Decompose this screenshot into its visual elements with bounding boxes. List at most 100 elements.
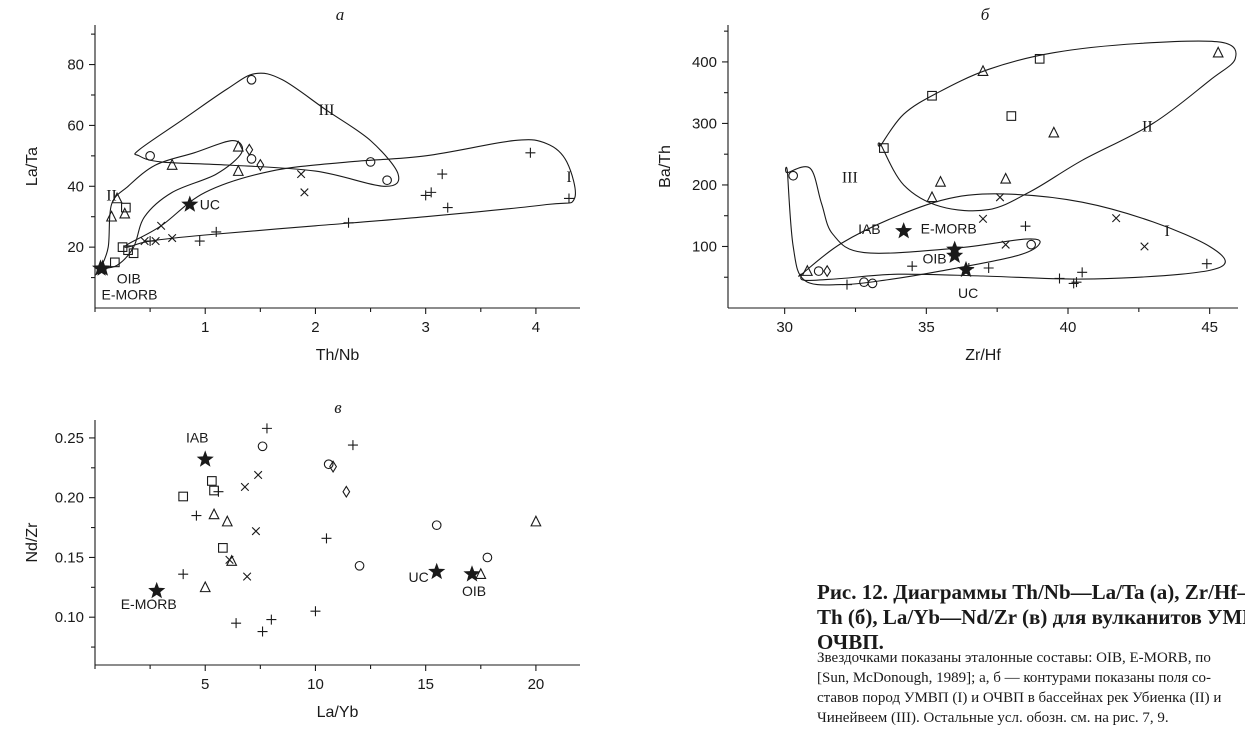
- data-point-cross: [296, 169, 306, 179]
- data-point-cross: [300, 188, 309, 197]
- field-label: II: [1142, 119, 1153, 136]
- figure-caption-title: Рис. 12. Диаграммы Th/Nb—La/Ta (а), Zr/H…: [817, 580, 1245, 655]
- data-point-plus: [1077, 267, 1088, 278]
- data-point-plus: [437, 169, 448, 180]
- panel-letter: в: [334, 398, 342, 417]
- panel-letter: б: [981, 5, 990, 24]
- data-point-plus: [191, 510, 202, 521]
- data-point-square: [123, 245, 133, 256]
- field-contour-III: [134, 72, 400, 187]
- data-point-circle: [1026, 239, 1037, 250]
- y-tick-label: 60: [67, 117, 84, 134]
- reference-star: [463, 565, 481, 582]
- x-tick-label: 20: [528, 676, 545, 693]
- data-point-square: [109, 257, 120, 268]
- y-axis-label: La/Ta: [24, 147, 41, 186]
- data-point-plus: [257, 626, 268, 637]
- reference-label: OIB: [462, 583, 486, 599]
- data-point-triangle: [105, 210, 118, 222]
- data-point-triangle: [166, 158, 178, 170]
- data-point-cross: [978, 214, 988, 223]
- data-point-square: [927, 90, 937, 101]
- x-axis-label: Th/Nb: [316, 347, 360, 364]
- data-point-plus: [213, 486, 224, 497]
- caption-text-line: Чинейвеем (III). Остальные усл. обозн. с…: [817, 710, 1169, 726]
- reference-label: OIB: [117, 270, 141, 286]
- data-point-circle: [365, 157, 376, 167]
- data-point-plus: [1201, 258, 1212, 269]
- reference-label: UC: [958, 285, 978, 301]
- data-point-plus: [983, 263, 994, 274]
- x-tick-label: 3: [422, 319, 430, 336]
- data-point-plus: [343, 217, 354, 228]
- data-point-triangle: [934, 175, 947, 187]
- caption-title-line: ОЧВП.: [817, 630, 884, 654]
- data-point-plus: [194, 236, 205, 247]
- data-point-plus: [442, 202, 453, 213]
- data-point-plus: [1068, 278, 1079, 289]
- reference-label: UC: [200, 197, 220, 213]
- data-point-plus: [178, 569, 189, 580]
- data-point-triangle: [221, 515, 233, 527]
- reference-label: OIB: [923, 251, 947, 267]
- field-contour-II: [98, 140, 244, 271]
- data-point-diamond: [256, 158, 265, 172]
- field-contour-I: [124, 139, 576, 248]
- data-point-plus: [261, 423, 272, 434]
- data-point-triangle: [199, 580, 211, 593]
- data-point-circle: [867, 278, 878, 289]
- data-point-square: [878, 143, 889, 153]
- data-point-diamond: [245, 143, 254, 157]
- data-point-plus: [321, 533, 332, 544]
- data-point-cross: [251, 526, 261, 536]
- data-point-cross: [156, 221, 166, 231]
- data-point-cross: [1001, 240, 1010, 249]
- field-label: III: [318, 102, 334, 119]
- data-point-cross: [167, 233, 177, 243]
- data-point-triangle: [530, 515, 542, 527]
- x-axis-label: Zr/Hf: [965, 347, 1001, 364]
- caption-text-line: [Sun, McDonough, 1989]; а, б — контурами…: [817, 670, 1212, 686]
- data-point-circle: [246, 74, 257, 85]
- x-tick-label: 10: [307, 676, 324, 693]
- data-point-triangle: [977, 64, 989, 76]
- data-point-plus: [426, 187, 437, 198]
- y-tick-label: 0.25: [55, 430, 84, 447]
- x-axis-label: La/Yb: [317, 704, 359, 721]
- data-point-triangle: [111, 191, 123, 204]
- reference-label: E-MORB: [102, 286, 158, 302]
- reference-star: [428, 562, 446, 580]
- caption-text-line: Звездочками показаны эталонные составы: …: [817, 650, 1211, 666]
- data-point-plus: [420, 190, 431, 201]
- data-point-plus: [347, 440, 358, 451]
- field-contour-II: [877, 40, 1237, 212]
- data-point-triangle: [475, 567, 487, 580]
- y-tick-label: 20: [67, 239, 84, 256]
- x-tick-label: 30: [776, 319, 793, 336]
- data-point-triangle: [208, 507, 220, 520]
- data-point-diamond: [823, 264, 832, 278]
- data-point-triangle: [999, 172, 1012, 184]
- x-tick-label: 4: [532, 319, 540, 336]
- data-point-triangle: [232, 164, 244, 176]
- chart-panel-c: 5 10 15 20 0.10 0.15 0.20 0.25 La/Yb Nd/Zr в IAB E-M…: [24, 398, 580, 721]
- data-point-circle: [246, 154, 257, 164]
- data-point-square: [178, 491, 189, 502]
- x-tick-label: 1: [201, 319, 209, 336]
- data-point-circle: [382, 175, 392, 186]
- data-point-plus: [211, 226, 222, 237]
- data-point-square: [218, 543, 228, 553]
- data-point-triangle: [1212, 46, 1224, 58]
- data-point-plus: [907, 261, 918, 272]
- data-point-circle: [813, 266, 824, 276]
- x-tick-label: 5: [201, 676, 209, 693]
- reference-star: [181, 195, 199, 212]
- x-tick-label: 15: [417, 676, 434, 693]
- reference-label: E-MORB: [921, 221, 977, 237]
- caption-text-line: ставов пород УМВП (I) и ОЧВП в бассейнах…: [817, 690, 1222, 706]
- data-point-square: [209, 485, 219, 496]
- data-point-square: [206, 476, 217, 486]
- y-tick-label: 0.10: [55, 609, 84, 626]
- data-point-plus: [525, 147, 536, 158]
